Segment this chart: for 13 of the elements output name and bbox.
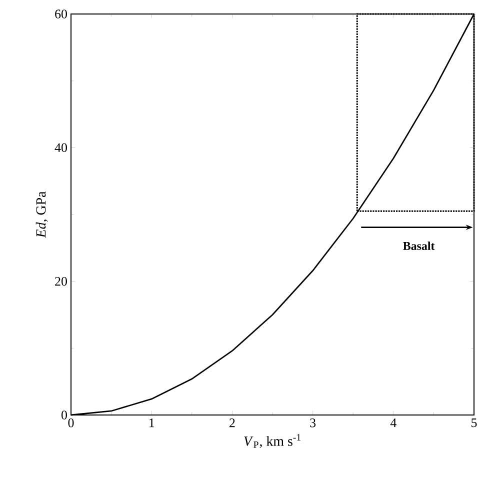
- y-tick-label: 60: [55, 10, 67, 18]
- x-tick-label: 5: [472, 418, 477, 428]
- y-tick-label: 0: [62, 410, 67, 420]
- y-axis-title: Ed, GPa: [36, 191, 48, 238]
- x-tick-label: 1: [150, 418, 154, 428]
- x-tick-label: 4: [390, 418, 396, 428]
- x-axis-title: V$_{P}$, km s$^{-1}$: [244, 434, 300, 448]
- annotation: Basalt: [403, 242, 435, 250]
- y-tick-label: 20: [55, 276, 67, 286]
- x-tick-label: 3: [310, 418, 316, 428]
- x-tick-label: 2: [230, 418, 235, 428]
- y-tick-label: 40: [54, 143, 67, 152]
- x-tick-label: 0: [68, 418, 74, 428]
